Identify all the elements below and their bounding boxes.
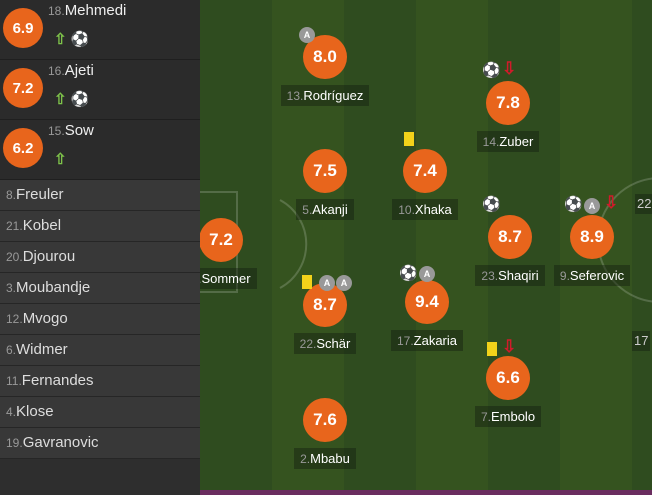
player-seferovic[interactable]: 8.9 9.Seferovic (547, 215, 637, 286)
player-name: 15.Sow (48, 122, 94, 139)
bench-player[interactable]: 19.Gavranovic (0, 428, 200, 459)
player-label: 23.Shaqiri (475, 265, 545, 286)
player-label: 2.Mbabu (294, 448, 356, 469)
substituted-out-icon: ⇩ (502, 59, 517, 78)
player-label: 13.Rodríguez (280, 85, 370, 106)
bench-player[interactable]: 6.Widmer (0, 335, 200, 366)
arrow-up-icon: ⇧ (54, 31, 67, 48)
sub-row[interactable]: 6.9 18.Mehmedi ⇧ ⚽ (0, 0, 200, 60)
opponent-label: 22 (635, 194, 652, 214)
player-mbabu[interactable]: 7.6 2.Mbabu (280, 398, 370, 469)
bottom-strip (200, 490, 652, 495)
assist-icon: A (336, 275, 352, 291)
opponent-label: 17 (632, 331, 651, 351)
player-sommer[interactable]: 7.2 1.Sommer (200, 218, 266, 289)
bench-player[interactable]: 20.Djourou (0, 242, 200, 273)
yellow-card-icon (487, 342, 497, 356)
player-name: 16.Ajeti (48, 62, 94, 79)
sub-row[interactable]: 6.2 15.Sow ⇧ (0, 120, 200, 180)
ball-icon: ⚽ (70, 91, 90, 108)
rating-badge: 6.2 (3, 128, 43, 168)
player-label: 22.Schär (293, 333, 357, 354)
player-label: 9.Seferovic (553, 265, 631, 286)
assist-icon: A (419, 266, 435, 282)
player-rodríguez[interactable]: 8.0 13.Rodríguez (280, 35, 370, 106)
assist-icon: A (319, 275, 335, 291)
player-label: 5.Akanji (296, 199, 354, 220)
rating-badge: 6.6 (486, 356, 530, 400)
player-embolo[interactable]: 6.6 7.Embolo (463, 356, 553, 427)
rating-badge: 8.9 (570, 215, 614, 259)
pitch: 7.2 1.Sommer 8.0 13.Rodríguez A 7.5 5.Akanji 8.… (200, 0, 652, 490)
goal-ball-icon: ⚽ (564, 196, 583, 213)
rating-badge: 7.8 (486, 81, 530, 125)
player-xhaka[interactable]: 7.4 10.Xhaka (380, 149, 470, 220)
goal-ball-icon: ⚽ (482, 196, 501, 213)
rating-badge: 7.2 (200, 218, 243, 262)
goal-ball-icon: ⚽ (399, 265, 418, 282)
goal-ball-icon: ⚽ (482, 62, 501, 79)
player-zuber[interactable]: 7.8 14.Zuber (463, 81, 553, 152)
player-schär[interactable]: 8.7 22.Schär (280, 283, 370, 354)
rating-badge: 7.4 (403, 149, 447, 193)
bench-player[interactable]: 8.Freuler (0, 180, 200, 211)
bench-player[interactable]: 11.Fernandes (0, 366, 200, 397)
assist-icon: A (299, 27, 315, 43)
rating-badge: 7.2 (3, 68, 43, 108)
rating-badge: 8.7 (303, 283, 347, 327)
rating-badge: 9.4 (405, 280, 449, 324)
player-label: 14.Zuber (476, 131, 540, 152)
arrow-up-icon: ⇧ (54, 91, 67, 108)
yellow-card-icon (302, 275, 312, 289)
substituted-out-icon: ⇩ (502, 337, 517, 356)
bench-player[interactable]: 12.Mvogo (0, 304, 200, 335)
player-label: 10.Xhaka (392, 199, 458, 220)
assist-icon: A (584, 198, 600, 214)
rating-badge: 7.5 (303, 149, 347, 193)
substituted-out-icon: ⇩ (604, 193, 619, 212)
rating-badge: 7.6 (303, 398, 347, 442)
yellow-card-icon (404, 132, 414, 146)
bench-player[interactable]: 4.Klose (0, 397, 200, 428)
rating-badge: 8.7 (488, 215, 532, 259)
bench-player[interactable]: 3.Moubandje (0, 273, 200, 304)
player-zakaria[interactable]: 9.4 17.Zakaria (382, 280, 472, 351)
player-akanji[interactable]: 7.5 5.Akanji (280, 149, 370, 220)
sub-row[interactable]: 7.2 16.Ajeti ⇧ ⚽ (0, 60, 200, 120)
rating-badge: 6.9 (3, 8, 43, 48)
arrow-up-icon: ⇧ (54, 151, 67, 168)
sidebar: 6.9 18.Mehmedi ⇧ ⚽ 7.2 16.Ajeti ⇧ ⚽ 6.2 15… (0, 0, 200, 495)
player-shaqiri[interactable]: 8.7 23.Shaqiri (465, 215, 555, 286)
player-label: 1.Sommer (200, 268, 257, 289)
rating-badge: 8.0 (303, 35, 347, 79)
ball-icon: ⚽ (70, 31, 90, 48)
player-name: 18.Mehmedi (48, 2, 127, 19)
player-label: 17.Zakaria (390, 330, 464, 351)
bench-player[interactable]: 21.Kobel (0, 211, 200, 242)
player-label: 7.Embolo (474, 406, 542, 427)
